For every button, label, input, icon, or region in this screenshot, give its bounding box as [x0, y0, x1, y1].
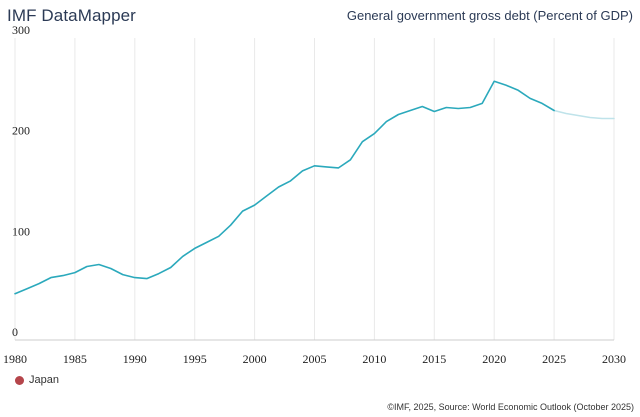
x-tick-label-2000: 2000: [243, 352, 267, 366]
app-title: IMF DataMapper: [7, 6, 136, 25]
legend-label-japan: Japan: [29, 374, 59, 386]
x-tick-label-2020: 2020: [482, 352, 506, 366]
x-tick-label-2010: 2010: [362, 352, 386, 366]
x-tick-label-1980: 1980: [3, 352, 27, 366]
x-tick-label-1990: 1990: [123, 352, 147, 366]
source-note: ©IMF, 2025, Source: World Economic Outlo…: [387, 402, 634, 412]
legend[interactable]: Japan: [15, 374, 59, 386]
series-lines: [14, 80, 615, 295]
x-tick-label-2005: 2005: [303, 352, 327, 366]
y-tick-label-200: 200: [12, 124, 30, 138]
x-tick-label-2030: 2030: [602, 352, 626, 366]
y-tick-label-300: 300: [12, 23, 30, 37]
series-line-japan: [14, 80, 555, 295]
y-axis-labels: 0 100 200 300: [12, 23, 30, 339]
x-tick-label-2015: 2015: [422, 352, 446, 366]
vertical-gridlines: [14, 38, 615, 341]
chart-title: General government gross debt (Percent o…: [346, 8, 633, 23]
x-axis-labels: 1980 1985 1990 1995 2000 2005 2010 2015 2020 2025…: [3, 352, 626, 366]
x-tick-label-1985: 1985: [63, 352, 87, 366]
y-tick-label-0: 0: [12, 325, 18, 339]
series-line-japan-projection: [553, 109, 615, 120]
y-tick-label-100: 100: [12, 224, 30, 238]
legend-marker-japan: [15, 375, 24, 385]
x-tick-label-1995: 1995: [183, 352, 207, 366]
x-tick-label-2025: 2025: [542, 352, 566, 366]
